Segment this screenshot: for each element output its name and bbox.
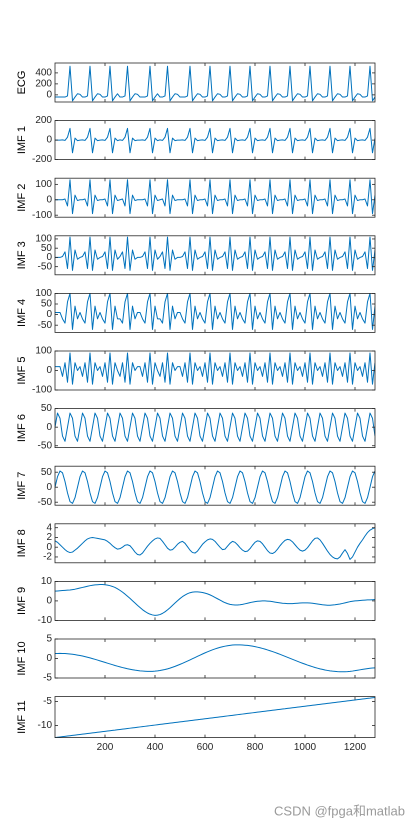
- y-axis-label: IMF 9: [16, 587, 28, 615]
- axes-box: [54, 696, 376, 738]
- y-axis-label: IMF 7: [16, 472, 28, 500]
- y-tick-label: -5: [43, 673, 52, 684]
- axes-box: [54, 177, 376, 218]
- watermark: CSDN @fpga和matlab: [274, 803, 405, 818]
- series-line: [55, 527, 375, 560]
- x-tick-label: 1000: [294, 742, 317, 753]
- y-axis-label: IMF 1: [16, 126, 28, 154]
- x-tick-label: 600: [197, 742, 214, 753]
- y-axis-label: IMF 5: [16, 356, 28, 384]
- y-tick-label: 200: [35, 79, 52, 90]
- y-tick-label: 100: [35, 234, 52, 245]
- axes-box: [54, 581, 376, 621]
- y-tick-label: 400: [35, 68, 52, 79]
- y-tick-label: 50: [41, 467, 53, 478]
- y-tick-label: 0: [46, 542, 52, 553]
- y-tick-label: 0: [46, 422, 52, 433]
- series-line: [55, 470, 375, 504]
- y-tick-label: 0: [46, 252, 52, 263]
- y-tick-label: -5: [43, 696, 52, 707]
- axes-box: [54, 62, 376, 103]
- y-tick-label: 10: [41, 576, 53, 587]
- y-tick-label: 0: [46, 653, 52, 664]
- y-tick-label: 2: [46, 532, 52, 543]
- y-tick-label: 5: [46, 634, 52, 645]
- axes-box: [54, 638, 376, 679]
- y-tick-label: 200: [35, 115, 52, 126]
- series-line: [55, 293, 375, 330]
- axes-box: [54, 523, 376, 564]
- y-tick-label: 0: [46, 135, 52, 146]
- y-tick-label: -100: [32, 385, 52, 396]
- y-tick-label: 0: [46, 596, 52, 607]
- y-tick-label: -50: [38, 320, 53, 331]
- axes-box: [54, 292, 376, 333]
- series-line: [55, 696, 375, 738]
- y-axis-label: IMF 3: [16, 241, 28, 269]
- y-tick-label: -200: [32, 154, 52, 165]
- y-tick-label: 0: [46, 194, 52, 205]
- y-tick-label: 0: [46, 482, 52, 493]
- y-tick-label: -100: [32, 210, 52, 221]
- y-tick-label: 0: [46, 309, 52, 320]
- y-tick-label: -2: [43, 552, 52, 563]
- series-line: [55, 412, 375, 442]
- series-line: [55, 179, 375, 215]
- y-tick-label: 50: [41, 299, 53, 310]
- y-axis-label: IMF 11: [16, 700, 28, 733]
- x-tick-label: 800: [247, 742, 264, 753]
- series-line: [55, 65, 375, 102]
- series-line: [55, 584, 375, 616]
- series-line: [55, 352, 375, 385]
- x-tick-label: 200: [97, 742, 114, 753]
- series-line: [55, 644, 375, 673]
- axes-box: [54, 235, 376, 276]
- y-tick-label: -50: [38, 497, 53, 508]
- y-axis-label: IMF 4: [16, 299, 28, 327]
- y-axis-label: IMF 10: [16, 641, 28, 675]
- y-tick-label: -10: [38, 615, 53, 626]
- x-tick-label: 400: [147, 742, 164, 753]
- y-axis-label: IMF 6: [16, 414, 28, 442]
- y-tick-label: 4: [46, 522, 52, 533]
- y-tick-label: 0: [46, 365, 52, 376]
- y-tick-label: 100: [35, 288, 52, 299]
- x-tick-label: 1200: [344, 742, 367, 753]
- series-line: [55, 236, 375, 271]
- axes-box: [54, 350, 376, 391]
- y-tick-label: 50: [41, 403, 53, 414]
- y-tick-label: -50: [38, 261, 53, 272]
- axes-box: [54, 465, 376, 506]
- y-axis-label: ECG: [16, 71, 28, 95]
- axes-box: [54, 408, 376, 449]
- y-tick-label: -50: [38, 440, 53, 451]
- series-line: [55, 127, 375, 154]
- y-tick-label: 0: [46, 89, 52, 100]
- y-tick-label: 100: [35, 346, 52, 357]
- y-axis-label: IMF 8: [16, 529, 28, 557]
- y-tick-label: 100: [35, 179, 52, 190]
- y-tick-label: 50: [41, 243, 53, 254]
- y-tick-label: -10: [38, 720, 53, 731]
- y-axis-label: IMF 2: [16, 184, 28, 212]
